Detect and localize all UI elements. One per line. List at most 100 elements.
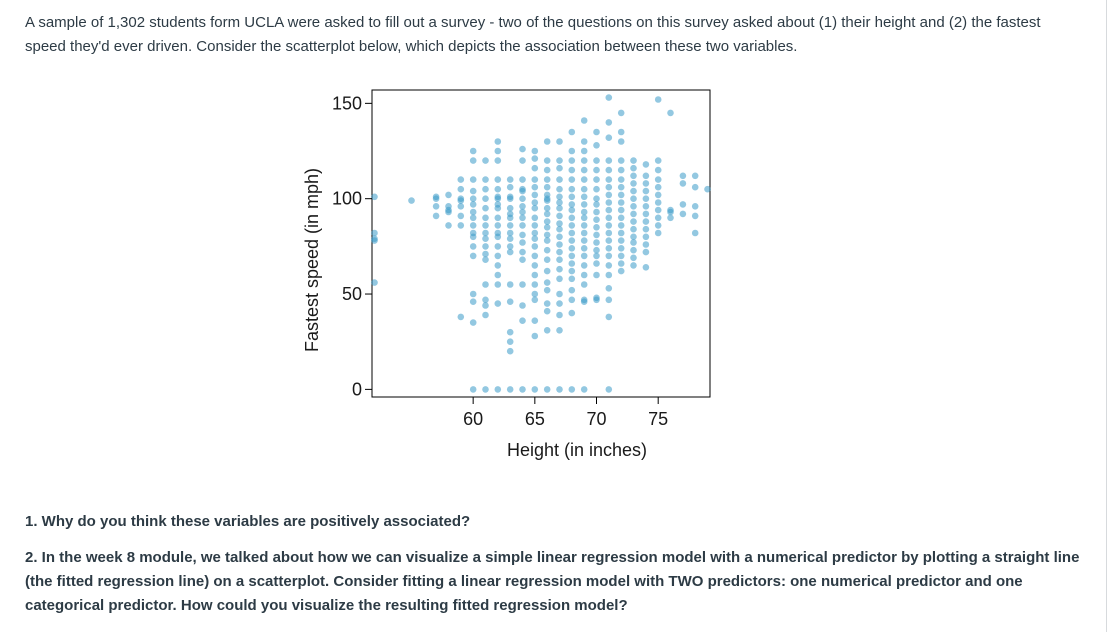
scatter-point [593, 224, 600, 231]
scatter-point [630, 187, 637, 195]
scatter-point [630, 254, 637, 262]
x-tick-label: 60 [463, 409, 483, 429]
scatter-point [605, 237, 613, 244]
scatter-point [617, 109, 625, 117]
scatter-point [543, 157, 551, 164]
scatter-point [531, 332, 539, 340]
scatter-point [482, 302, 489, 309]
scatter-point [654, 96, 662, 103]
scatter-point [506, 235, 514, 242]
scatter-point [543, 166, 551, 174]
scatter-point [494, 252, 502, 260]
scatter-point [531, 191, 539, 199]
scatter-point [531, 252, 539, 260]
scatter-point [691, 172, 699, 180]
scatter-point [617, 267, 625, 275]
scatter-point [519, 203, 526, 210]
y-tick-label: 100 [332, 189, 362, 209]
scatter-point [556, 204, 563, 212]
scatter-point [580, 237, 588, 244]
scatter-point [482, 281, 489, 288]
scatter-point [543, 279, 551, 286]
scatter-point [494, 300, 502, 307]
scatter-point [482, 176, 489, 183]
scatter-point [519, 317, 526, 324]
scatter-point [630, 225, 637, 233]
scatter-point [432, 195, 440, 202]
scatter-point [605, 386, 613, 393]
scatter-point [593, 176, 600, 183]
scatter-point [519, 386, 526, 393]
scatter-point [531, 317, 539, 324]
scatter-point [531, 243, 539, 250]
scatter-point [494, 138, 502, 145]
x-tick-label: 65 [525, 409, 545, 429]
scatter-point [593, 201, 600, 208]
scatter-point [580, 229, 588, 237]
scatter-point [494, 243, 502, 250]
scatter-point [568, 206, 576, 214]
scatter-point [617, 237, 625, 244]
scatter-point [506, 176, 514, 183]
scatter-point [556, 176, 563, 183]
scatter-point [630, 157, 637, 164]
scatter-point [679, 210, 687, 218]
scatter-point [519, 176, 526, 183]
scatter-point [494, 281, 502, 288]
scatter-point [432, 203, 440, 210]
scatter-point [580, 281, 588, 288]
scatter-point [642, 203, 650, 210]
scatter-point [556, 248, 563, 256]
scatter-point [617, 138, 625, 145]
scatter-point [482, 250, 489, 258]
scatter-point [543, 210, 551, 218]
scatter-point [642, 264, 650, 271]
scatter-point [457, 222, 465, 229]
scatter-point [469, 214, 477, 222]
x-axis-label: Height (in inches) [507, 440, 647, 460]
scatter-point [494, 147, 502, 155]
scatter-point [568, 275, 576, 283]
scatter-point [630, 210, 637, 218]
x-tick-label: 75 [648, 409, 668, 429]
scatter-point [679, 172, 687, 180]
scatter-point [543, 204, 551, 212]
y-axis: 0 50 100 150 [332, 93, 372, 399]
scatter-point [506, 214, 514, 222]
scatter-point [457, 185, 465, 193]
scatter-point [506, 243, 514, 250]
scatter-point [617, 157, 625, 164]
intro-paragraph: A sample of 1,302 students form UCLA wer… [25, 14, 1041, 55]
scatter-point [531, 281, 539, 288]
scatter-point [519, 239, 526, 246]
scatter-point [654, 199, 662, 206]
scatter-point [543, 267, 551, 275]
scatter-point [556, 233, 563, 241]
scatter-point [531, 183, 539, 191]
scatter-point [531, 229, 539, 237]
scatter-point [654, 222, 662, 229]
scatter-point [593, 128, 600, 136]
scatter-point [593, 252, 600, 260]
scatter-point [408, 197, 415, 204]
scatter-point [605, 134, 613, 141]
scatter-points [371, 94, 711, 393]
scatter-point [580, 166, 588, 174]
question-2: 2. In the week 8 module, we talked about… [25, 549, 1080, 614]
scatter-point [580, 157, 588, 164]
scatter-point [494, 193, 502, 201]
scatter-point [568, 193, 576, 201]
scatter-point [469, 290, 477, 298]
scatter-point [519, 214, 526, 222]
scatter-point [593, 185, 600, 193]
scatter-point [642, 233, 650, 241]
scatter-point [531, 214, 539, 222]
x-tick-label: 70 [586, 409, 606, 429]
scatter-point [617, 206, 625, 214]
y-tick-label: 50 [342, 284, 362, 304]
scatter-point [605, 94, 613, 101]
scatter-point [543, 327, 551, 334]
scatter-point [556, 327, 563, 334]
scatter-point [580, 208, 588, 216]
scatter-point [568, 229, 576, 237]
